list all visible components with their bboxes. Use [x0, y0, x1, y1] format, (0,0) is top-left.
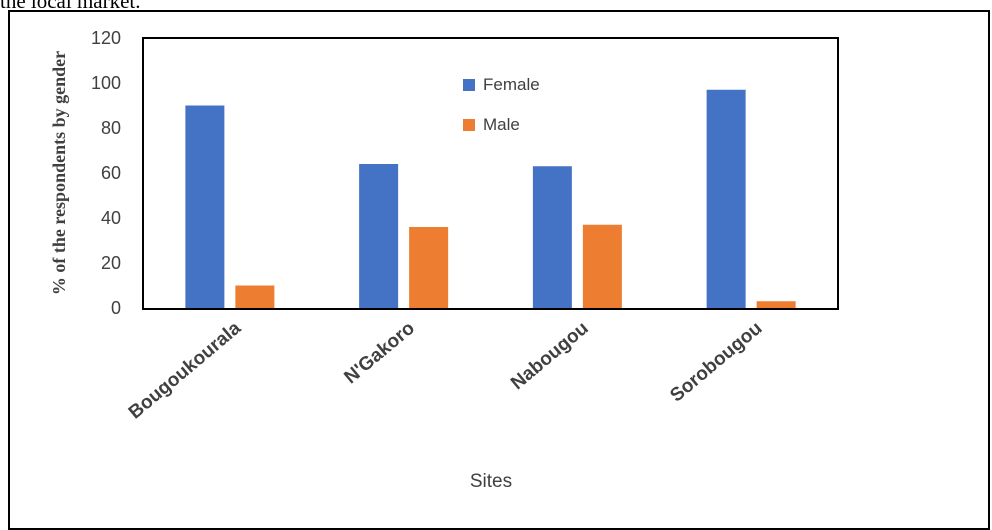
y-tick-label: 20 [101, 253, 121, 273]
legend-swatch-female [463, 79, 475, 91]
caption-fragment: the local market. [0, 0, 141, 13]
y-tick-label: 100 [91, 73, 121, 93]
x-axis-title: Sites [470, 471, 512, 492]
legend-swatch-male [463, 119, 475, 131]
x-category-label: Sorobougou [666, 318, 766, 407]
x-axis-category-labels: Bougoukourala N'Gakoro Nabougou Sorobougou [125, 317, 766, 423]
y-tick-label: 60 [101, 163, 121, 183]
bar-male [582, 224, 622, 308]
legend-label-male: Male [483, 115, 520, 134]
bar-female [706, 89, 746, 308]
bar-male [756, 301, 796, 308]
bar-female [359, 164, 399, 308]
y-tick-label: 0 [111, 298, 121, 318]
bar-chart: 0 20 40 60 80 100 120 Bougoukourala N'Gakoro Nab… [49, 28, 839, 492]
y-axis-ticks: 0 20 40 60 80 100 120 [91, 28, 121, 318]
bar-male [409, 227, 449, 308]
bar-male [235, 285, 275, 308]
y-tick-label: 120 [91, 28, 121, 48]
y-axis-title: % of the respondents by gender [49, 51, 69, 295]
bars [185, 89, 796, 308]
bar-female [532, 166, 572, 308]
x-category-label: Bougoukourala [125, 317, 246, 423]
x-category-label: Nabougou [507, 318, 592, 394]
bar-female [185, 105, 225, 308]
legend-label-female: Female [483, 75, 540, 94]
legend: Female Male [463, 75, 540, 134]
y-tick-label: 40 [101, 208, 121, 228]
x-category-label: N'Gakoro [340, 318, 418, 389]
y-tick-label: 80 [101, 118, 121, 138]
